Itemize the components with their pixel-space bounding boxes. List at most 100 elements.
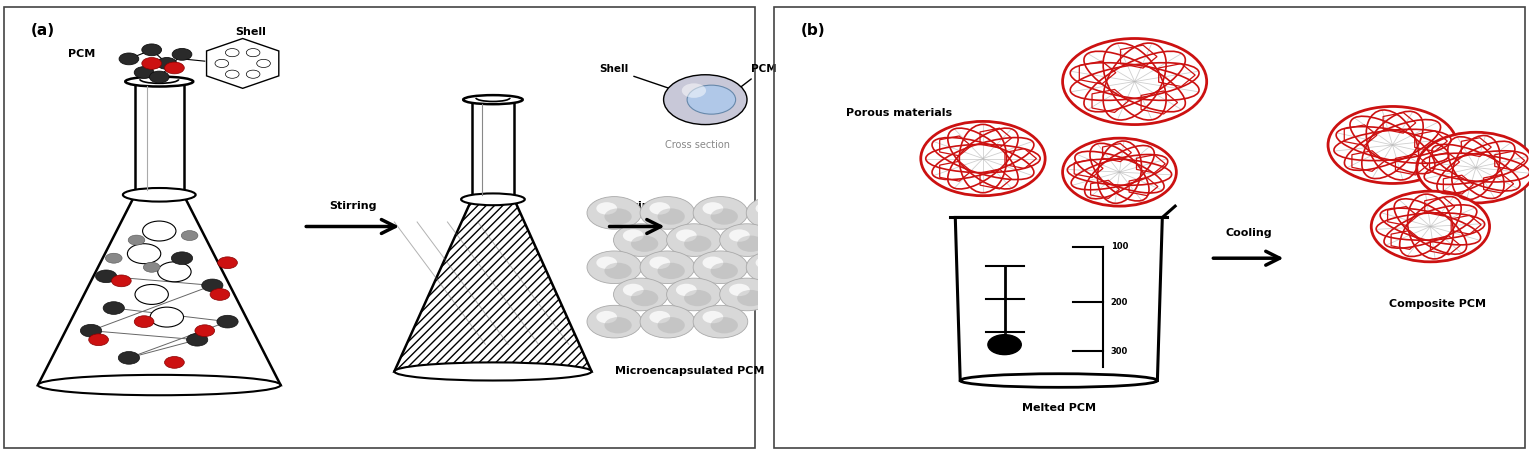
Circle shape bbox=[171, 252, 193, 265]
Circle shape bbox=[157, 262, 191, 282]
Circle shape bbox=[1372, 191, 1489, 262]
Text: Composite PCM: Composite PCM bbox=[1390, 299, 1486, 308]
Circle shape bbox=[676, 229, 697, 242]
Circle shape bbox=[173, 48, 191, 60]
Circle shape bbox=[95, 270, 116, 283]
Text: Cooling: Cooling bbox=[1225, 228, 1272, 238]
Circle shape bbox=[702, 256, 723, 269]
Circle shape bbox=[1329, 106, 1457, 183]
Ellipse shape bbox=[122, 188, 196, 202]
Circle shape bbox=[667, 224, 722, 256]
Circle shape bbox=[194, 325, 214, 337]
Text: Drying: Drying bbox=[616, 201, 657, 211]
Circle shape bbox=[683, 290, 711, 306]
Circle shape bbox=[209, 289, 229, 300]
Circle shape bbox=[89, 334, 109, 346]
Circle shape bbox=[81, 324, 101, 337]
Circle shape bbox=[150, 307, 183, 327]
Circle shape bbox=[657, 263, 685, 279]
Circle shape bbox=[587, 305, 642, 338]
Text: 200: 200 bbox=[1110, 298, 1128, 307]
Ellipse shape bbox=[125, 77, 193, 87]
Circle shape bbox=[720, 278, 774, 311]
Circle shape bbox=[225, 70, 239, 78]
Circle shape bbox=[657, 317, 685, 333]
Circle shape bbox=[587, 251, 642, 284]
Circle shape bbox=[596, 202, 618, 215]
Circle shape bbox=[613, 278, 668, 311]
Circle shape bbox=[650, 256, 670, 269]
Circle shape bbox=[693, 197, 748, 229]
Circle shape bbox=[142, 58, 162, 69]
Circle shape bbox=[217, 315, 239, 328]
Circle shape bbox=[1417, 132, 1529, 203]
Circle shape bbox=[763, 208, 790, 225]
Circle shape bbox=[737, 236, 764, 252]
Ellipse shape bbox=[394, 362, 592, 381]
Text: Porous materials: Porous materials bbox=[847, 108, 953, 118]
Circle shape bbox=[729, 284, 749, 296]
Circle shape bbox=[631, 290, 659, 306]
Circle shape bbox=[102, 302, 124, 314]
Circle shape bbox=[187, 333, 208, 346]
Circle shape bbox=[664, 75, 748, 125]
Circle shape bbox=[216, 59, 229, 67]
Circle shape bbox=[720, 224, 774, 256]
Circle shape bbox=[217, 257, 237, 269]
Polygon shape bbox=[38, 195, 281, 385]
Circle shape bbox=[587, 197, 642, 229]
Circle shape bbox=[112, 275, 131, 287]
Text: Shell: Shell bbox=[599, 64, 679, 92]
Circle shape bbox=[746, 197, 801, 229]
Circle shape bbox=[246, 70, 260, 78]
Circle shape bbox=[202, 279, 223, 292]
Circle shape bbox=[622, 229, 644, 242]
Text: Melted PCM: Melted PCM bbox=[1021, 403, 1096, 413]
Text: 100: 100 bbox=[1110, 242, 1128, 251]
Text: Stirring: Stirring bbox=[329, 201, 376, 211]
Text: PCM: PCM bbox=[728, 64, 777, 97]
Text: Cross section: Cross section bbox=[665, 140, 731, 150]
Circle shape bbox=[613, 224, 668, 256]
Circle shape bbox=[622, 284, 644, 296]
Circle shape bbox=[693, 251, 748, 284]
Circle shape bbox=[641, 251, 694, 284]
Circle shape bbox=[711, 263, 739, 279]
Circle shape bbox=[128, 235, 145, 245]
Circle shape bbox=[746, 251, 801, 284]
Circle shape bbox=[142, 44, 162, 56]
Circle shape bbox=[683, 236, 711, 252]
Circle shape bbox=[920, 121, 1046, 196]
Ellipse shape bbox=[462, 193, 524, 205]
Circle shape bbox=[135, 316, 154, 328]
Circle shape bbox=[641, 197, 694, 229]
Polygon shape bbox=[956, 217, 1162, 381]
Circle shape bbox=[165, 357, 185, 368]
Ellipse shape bbox=[38, 375, 281, 395]
Circle shape bbox=[596, 311, 618, 323]
Circle shape bbox=[1063, 138, 1176, 206]
Circle shape bbox=[687, 85, 735, 114]
Circle shape bbox=[144, 262, 161, 272]
Circle shape bbox=[135, 67, 154, 78]
Circle shape bbox=[106, 253, 122, 263]
Circle shape bbox=[157, 58, 177, 69]
Circle shape bbox=[988, 335, 1021, 355]
Circle shape bbox=[119, 53, 139, 65]
Circle shape bbox=[702, 311, 723, 323]
Circle shape bbox=[118, 352, 139, 364]
Circle shape bbox=[737, 290, 764, 306]
Circle shape bbox=[246, 48, 260, 57]
Circle shape bbox=[693, 305, 748, 338]
Circle shape bbox=[641, 305, 694, 338]
Circle shape bbox=[135, 284, 168, 304]
Circle shape bbox=[763, 263, 790, 279]
Circle shape bbox=[225, 48, 239, 57]
Circle shape bbox=[127, 244, 161, 264]
Text: Microencapsulated PCM: Microencapsulated PCM bbox=[616, 366, 764, 376]
Circle shape bbox=[142, 221, 176, 241]
Text: 300: 300 bbox=[1110, 347, 1128, 356]
Circle shape bbox=[682, 83, 706, 98]
Circle shape bbox=[729, 229, 749, 242]
Circle shape bbox=[604, 208, 631, 225]
